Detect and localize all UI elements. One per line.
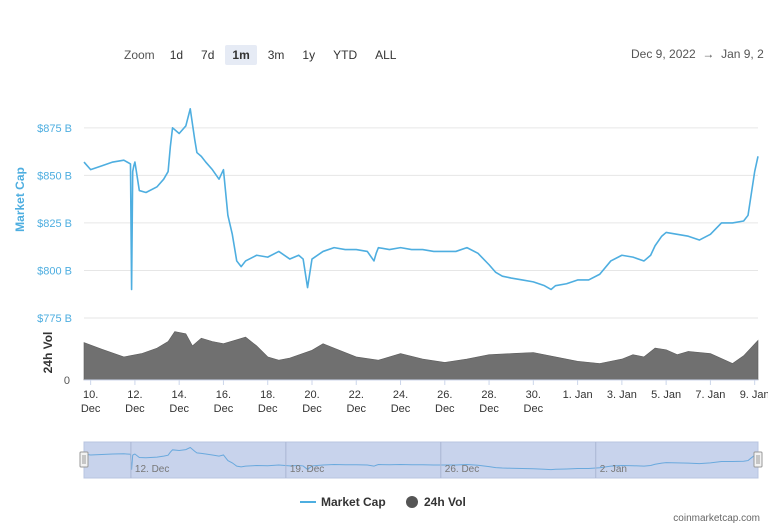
x-tick-label: 10.: [83, 389, 98, 401]
y-tick-label: $850 B: [37, 170, 72, 182]
range-start-input[interactable]: Dec 9, 2022: [631, 47, 696, 61]
y-axis-title: Market Cap: [13, 167, 27, 232]
navigator-label: 12. Dec: [135, 464, 169, 475]
navigator-right-handle[interactable]: [753, 451, 763, 468]
zoom-all-button[interactable]: ALL: [375, 48, 397, 62]
volume-tick-label: 0: [64, 375, 70, 387]
legend-volume-label[interactable]: 24h Vol: [424, 495, 466, 509]
x-tick-label-month: Dec: [524, 403, 544, 415]
x-tick-label: 12.: [127, 389, 142, 401]
zoom-3m-button[interactable]: 3m: [267, 48, 285, 62]
x-tick-label: 30.: [526, 389, 541, 401]
navigator-label: 19. Dec: [290, 464, 324, 475]
zoom-ytd-button[interactable]: YTD: [333, 48, 358, 62]
x-tick-label: 7. Jan: [695, 389, 725, 401]
x-tick-label-month: Dec: [258, 403, 278, 415]
volume-area: [83, 331, 759, 381]
x-tick-label: 26.: [437, 389, 452, 401]
x-tick-label: 5. Jan: [651, 389, 681, 401]
legend-volume-swatch: [406, 496, 418, 508]
x-tick-label: 14.: [172, 389, 187, 401]
x-tick-label: 24.: [393, 389, 408, 401]
zoom-1m-button[interactable]: 1m: [225, 45, 257, 65]
x-tick-label-month: Dec: [479, 403, 499, 415]
x-tick-label: 1. Jan: [563, 389, 593, 401]
x-tick-label-month: Dec: [302, 403, 322, 415]
source-credit: coinmarketcap.com: [673, 513, 760, 524]
x-tick-label-month: Dec: [435, 403, 455, 415]
y-tick-label: $800 B: [37, 265, 72, 277]
zoom-1d-button[interactable]: 1d: [169, 48, 184, 62]
y-tick-label: $875 B: [37, 123, 72, 135]
x-tick-label: 20.: [304, 389, 319, 401]
x-tick-label: 3. Jan: [607, 389, 637, 401]
x-tick-label: 22.: [349, 389, 364, 401]
x-tick-label-month: Dec: [346, 403, 366, 415]
range-arrow: →: [702, 47, 715, 61]
x-tick-label-month: Dec: [214, 403, 234, 415]
zoom-label: Zoom: [124, 48, 155, 62]
range-end-input[interactable]: Jan 9, 2: [721, 47, 764, 61]
zoom-7d-button[interactable]: 7d: [201, 48, 215, 62]
navigator-label: 26. Dec: [445, 464, 479, 475]
navigator-left-handle[interactable]: [79, 451, 89, 468]
x-tick-label-month: Dec: [391, 403, 411, 415]
legend-market-cap-label[interactable]: Market Cap: [321, 495, 386, 509]
x-tick-label: 16.: [216, 389, 231, 401]
y-tick-label: $825 B: [37, 218, 72, 230]
x-tick-label: 18.: [260, 389, 275, 401]
volume-axis-title: 24h Vol: [41, 332, 55, 374]
x-tick-label: 28.: [481, 389, 496, 401]
x-tick-label-month: Dec: [169, 403, 189, 415]
navigator-label: 2. Jan: [600, 464, 627, 475]
x-tick-label-month: Dec: [81, 403, 101, 415]
navigator-line: [83, 446, 759, 471]
range-selector: Zoom 1d 7d 1m 3m 1y YTD ALL: [118, 44, 407, 66]
x-tick-label: 9. Jan: [740, 389, 768, 401]
date-range: Dec 9, 2022 → Jan 9, 2: [631, 47, 764, 61]
zoom-1y-button[interactable]: 1y: [302, 48, 316, 62]
market-cap-line: [83, 108, 759, 291]
y-tick-label: $775 B: [37, 313, 72, 325]
x-tick-label-month: Dec: [125, 403, 145, 415]
navigator-window: [83, 441, 759, 479]
